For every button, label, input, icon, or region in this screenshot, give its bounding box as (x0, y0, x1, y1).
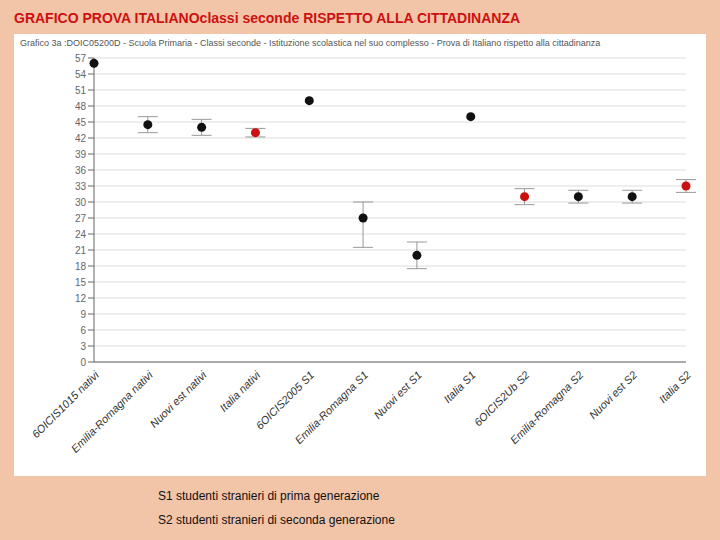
svg-text:15: 15 (75, 277, 87, 288)
svg-text:57: 57 (75, 53, 87, 64)
svg-text:54: 54 (75, 69, 87, 80)
svg-text:21: 21 (75, 245, 87, 256)
svg-text:39: 39 (75, 149, 87, 160)
svg-text:9: 9 (80, 309, 86, 320)
svg-text:51: 51 (75, 85, 87, 96)
svg-text:3: 3 (80, 341, 86, 352)
svg-text:6: 6 (80, 325, 86, 336)
svg-text:Italia S2: Italia S2 (656, 369, 693, 406)
html-text:S1 studenti stranieri di prima: S1 studenti stranieri di prima generazio… (158, 489, 380, 503)
svg-text:Nuovi est nativi: Nuovi est nativi (147, 368, 209, 430)
svg-text:45: 45 (75, 117, 87, 128)
svg-text:48: 48 (75, 101, 87, 112)
svg-text:12: 12 (75, 293, 87, 304)
svg-text:Emilia-Romagna S1: Emilia-Romagna S1 (293, 369, 371, 447)
svg-text:33: 33 (75, 181, 87, 192)
svg-text:0: 0 (80, 357, 86, 368)
svg-text:24: 24 (75, 229, 87, 240)
html-text:GRAFICO PROVA ITALIANOclassi s: GRAFICO PROVA ITALIANOclassi seconde RIS… (14, 10, 521, 26)
html-text:Grafico 3a :DOIC05200D - Scuol: Grafico 3a :DOIC05200D - Scuola Primaria… (20, 38, 601, 48)
svg-text:Italia nativi: Italia nativi (217, 368, 263, 414)
svg-text:27: 27 (75, 213, 87, 224)
svg-text:36: 36 (75, 165, 87, 176)
svg-text:6OICIS2005 S1: 6OICIS2005 S1 (253, 368, 317, 432)
svg-text:Emilia-Romagna nativi: Emilia-Romagna nativi (69, 368, 156, 455)
svg-text:Nuovi est S1: Nuovi est S1 (371, 369, 424, 422)
svg-text:Nuovi est S2: Nuovi est S2 (587, 369, 640, 422)
svg-text:Emilia-Romagna S2: Emilia-Romagna S2 (508, 369, 586, 447)
svg-text:42: 42 (75, 133, 87, 144)
svg-text:18: 18 (75, 261, 87, 272)
svg-text:6OICIS2Ub S2: 6OICIS2Ub S2 (472, 369, 532, 429)
svg-text:Italia S1: Italia S1 (441, 369, 478, 406)
svg-text:6OICIS1015 nativi: 6OICIS1015 nativi (29, 368, 102, 441)
html-text:S2 studenti stranieri di secon: S2 studenti stranieri di seconda generaz… (158, 513, 395, 527)
svg-text:30: 30 (75, 197, 87, 208)
